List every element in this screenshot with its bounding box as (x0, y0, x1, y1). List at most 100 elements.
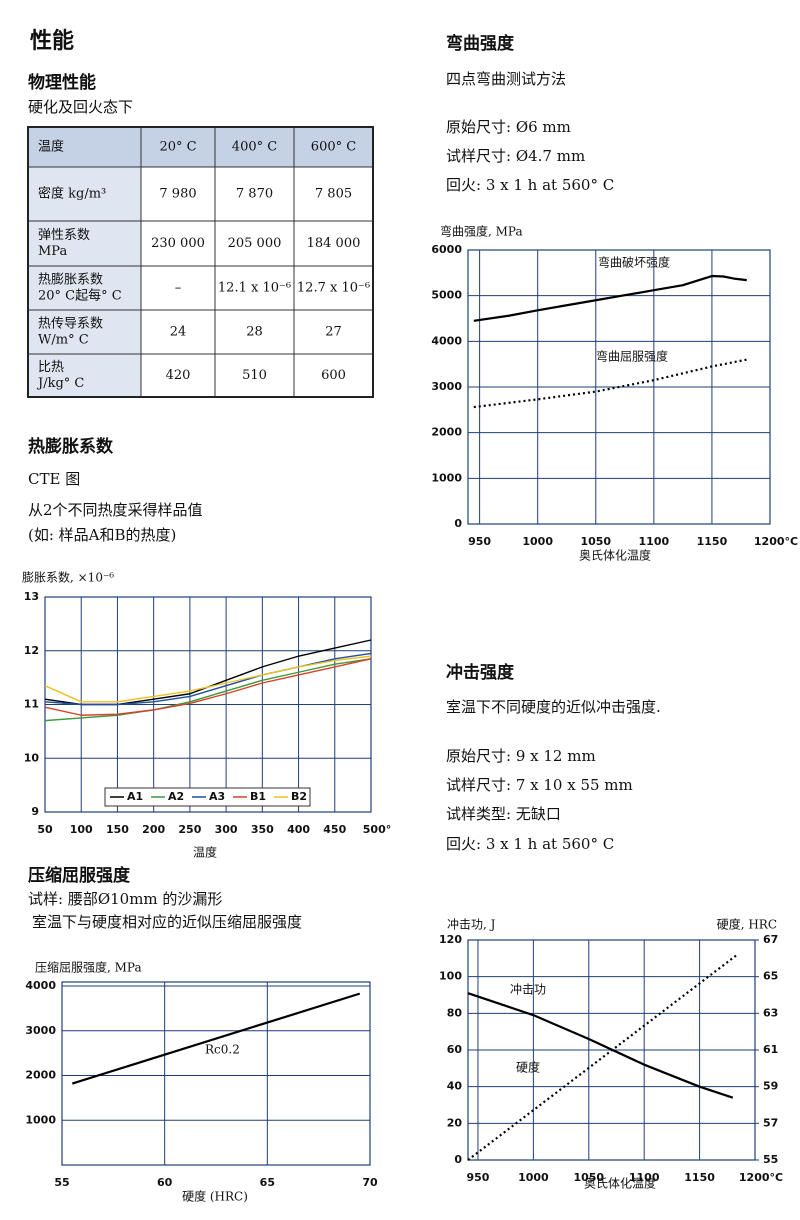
value-cell (140, 353, 216, 398)
x-axis-label: 奥氏体化温度 (584, 1176, 656, 1191)
x-tick-label: 1050 (580, 535, 611, 548)
x-tick-label: 55 (54, 1176, 69, 1189)
x-axis-label: 硬度 (HRC) (182, 1189, 248, 1204)
note: 从2个不同热度采得样品值 (28, 501, 203, 519)
y-tick-label: 20 (447, 1116, 463, 1129)
x-tick-label: 1100 (629, 1171, 660, 1184)
spec: 回火: 3 x 1 h at 560° C (446, 835, 614, 853)
value-cell (214, 309, 295, 355)
y-tick-label: 6000 (431, 243, 462, 256)
legend-label: A1 (127, 790, 143, 803)
y-tick-label: 40 (447, 1080, 463, 1093)
x-tick-label: 300 (215, 823, 238, 836)
y-tick-label: 3000 (25, 1024, 56, 1037)
y2-tick-label: 57 (763, 1116, 778, 1129)
cell-value: 230 000 (151, 236, 205, 251)
cell-value: 7 805 (315, 187, 352, 202)
y-tick-label: 2000 (431, 426, 462, 439)
y-tick-label: 3000 (431, 380, 462, 393)
spec: 试样类型: 无缺口 (446, 805, 561, 823)
y-axis-label: 压缩屈服强度, MPa (35, 960, 142, 975)
value-cell (140, 220, 216, 267)
legend-label: B1 (250, 790, 266, 803)
section-subtitle: CTE 图 (28, 470, 80, 488)
row-label: 热传导系数 (38, 317, 103, 332)
series-line (467, 992, 734, 1099)
y-tick-label: 0 (454, 517, 462, 530)
row-label: 弹性系数 (38, 228, 90, 243)
x-tick-label: 1150 (684, 1171, 715, 1184)
y-axis-label: 膨胀系数, ×10⁻⁶ (22, 570, 114, 585)
x-tick-label: 100 (70, 823, 93, 836)
cell-value: 12.7 x 10⁻⁶ (297, 281, 370, 296)
series-label: 弯曲屈服强度 (596, 349, 668, 364)
series-label: 硬度 (516, 1060, 540, 1075)
y-tick-label: 9 (31, 805, 39, 818)
plot-area (61, 981, 371, 1166)
x-tick-label: 200 (142, 823, 165, 836)
value-cell (293, 220, 374, 267)
cell-value: 510 (242, 368, 267, 383)
value-cell (214, 353, 295, 398)
header-text: 20° C (159, 140, 196, 155)
y2-axis-label: 硬度, HRC (717, 917, 777, 932)
page-title: 性能 (30, 28, 74, 54)
y2-tick-label: 59 (763, 1080, 778, 1093)
header-cell (27, 126, 142, 168)
header-text: 温度 (38, 139, 64, 155)
x-tick-label: 60 (157, 1176, 173, 1189)
y2-tick-label: 67 (763, 933, 778, 946)
legend-label: A2 (168, 790, 184, 803)
y-tick-label: 1000 (431, 471, 462, 484)
note: 试样: 腰部Ø10mm 的沙漏形 (28, 890, 222, 908)
spec: 回火: 3 x 1 h at 560° C (446, 176, 614, 194)
series-label: 弯曲破坏强度 (598, 255, 670, 270)
y-tick-label: 100 (439, 970, 462, 983)
series-label: Rc0.2 (205, 1043, 240, 1057)
x-tick-label: 500° (363, 823, 391, 836)
y2-tick-label: 65 (763, 970, 778, 983)
section-subtitle: 硬化及回火态下 (28, 98, 133, 116)
x-tick-label: 400 (287, 823, 310, 836)
x-axis-label: 奥氏体化温度 (579, 548, 651, 563)
y-axis-label: 弯曲强度, MPa (440, 224, 523, 239)
x-tick-label: 1150 (697, 535, 728, 548)
row-label: 密度 kg/m³ (38, 186, 106, 202)
value-cell (140, 309, 216, 355)
cell-value: 184 000 (307, 236, 361, 251)
spec: 试样尺寸: Ø4.7 mm (446, 147, 585, 165)
x-axis-label: 温度 (193, 845, 217, 860)
cell-value: 27 (325, 325, 342, 340)
table-border (27, 126, 374, 398)
spec: 原始尺寸: 9 x 12 mm (446, 747, 596, 765)
y-tick-label: 0 (454, 1153, 462, 1166)
note: 四点弯曲测试方法 (446, 70, 566, 88)
x-tick-label: 250 (178, 823, 201, 836)
value-cell (293, 309, 374, 355)
note: 室温下与硬度相对应的近似压缩屈服强度 (32, 913, 302, 931)
x-tick-label: 1100 (639, 535, 670, 548)
chart: 0 20 40 60 80 100 120 55 57 59 61 63 65 67 950 1000 1050… (439, 917, 783, 1191)
row-label: 热膨胀系数 (38, 273, 103, 288)
y-tick-label: 1000 (25, 1113, 56, 1126)
chart: 1000 2000 3000 4000 55 60 65 70 压缩屈服强度, MPa 硬度 (H… (25, 960, 378, 1204)
note: 室温下不同硬度的近似冲击强度. (446, 698, 661, 716)
header-text: 600° C (311, 140, 356, 155)
cell-value: 7 870 (236, 187, 273, 202)
section-title: 物理性能 (28, 72, 96, 93)
header-cell (140, 126, 216, 168)
x-tick-label: 950 (468, 535, 491, 548)
x-tick-label: 50 (37, 823, 53, 836)
value-cell (293, 265, 374, 311)
cell-value: 7 980 (159, 187, 196, 202)
section-title: 冲击强度 (446, 662, 515, 683)
y-tick-label: 4000 (25, 979, 56, 992)
spec: 原始尺寸: Ø6 mm (446, 118, 571, 136)
x-tick-label: 1200°C (739, 1171, 783, 1184)
series-line (44, 652, 372, 706)
y2-tick-label: 61 (763, 1043, 778, 1056)
series-line (467, 953, 738, 1161)
series-line (71, 992, 361, 1085)
x-tick-label: 1000 (518, 1171, 549, 1184)
